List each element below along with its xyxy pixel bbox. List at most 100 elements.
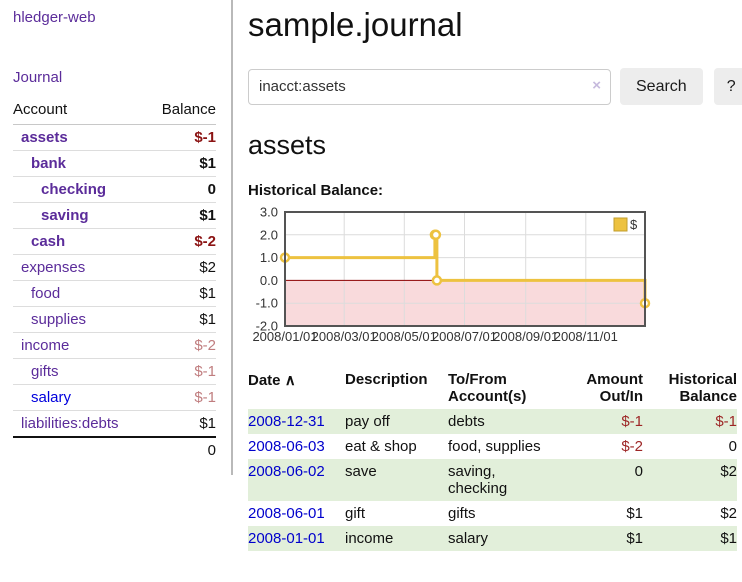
account-link[interactable]: saving	[41, 207, 89, 224]
account-name-cell: gifts	[13, 358, 148, 385]
svg-text:2.0: 2.0	[260, 227, 278, 242]
register-date-cell: 2008-06-03	[248, 434, 345, 459]
accounts-total-value: 0	[147, 436, 216, 463]
register-row: 2008-12-31 pay off debts $-1 $-1	[248, 409, 737, 434]
account-balance-cell: $2	[147, 254, 216, 281]
account-balance-cell: $-2	[147, 228, 216, 255]
register-row: 2008-06-03 eat & shop food, supplies $-2 0	[248, 434, 737, 459]
account-link[interactable]: income	[21, 337, 70, 354]
main-content: sample.journal × Search ? assets Histori…	[233, 0, 742, 551]
app-title-link[interactable]: hledger-web	[13, 9, 96, 26]
account-link[interactable]: gifts	[31, 363, 59, 380]
register-balance-cell: $1	[653, 526, 737, 551]
account-link[interactable]: supplies	[31, 311, 87, 328]
register-description-cell: pay off	[345, 409, 448, 434]
account-balance-cell: $-2	[147, 332, 216, 359]
register-date-link[interactable]: 2008-12-31	[248, 413, 325, 430]
sidebar: hledger-web Journal Account Balance asse…	[0, 0, 233, 475]
account-row: income $-2	[13, 332, 216, 359]
account-name-cell: assets	[13, 124, 148, 151]
accounts-header-balance: Balance	[147, 99, 216, 125]
register-header-accounts: To/From Account(s)	[448, 371, 527, 405]
register-date-cell: 2008-01-01	[248, 526, 345, 551]
search-box: ×	[248, 68, 611, 105]
register-header-description: Description	[345, 371, 428, 388]
account-name-cell: bank	[13, 150, 148, 177]
register-date-link[interactable]: 2008-06-01	[248, 505, 325, 522]
page-title: sample.journal	[248, 6, 463, 43]
search-button[interactable]: Search	[620, 68, 703, 105]
register-row: 2008-06-01 gift gifts $1 $2	[248, 501, 737, 526]
register-amount-cell: $1	[578, 526, 653, 551]
register-table: Date ∧ Description To/From Account(s) Am…	[248, 369, 737, 551]
svg-text:0.0: 0.0	[260, 273, 278, 288]
svg-text:2008/11/01: 2008/11/01	[554, 329, 618, 344]
register-amount-cell: 0	[578, 459, 653, 501]
clear-search-icon[interactable]: ×	[592, 76, 601, 94]
accounts-header-row: Account Balance	[13, 99, 216, 125]
account-balance-cell: $-1	[147, 358, 216, 385]
svg-text:2008/05/01: 2008/05/01	[372, 329, 437, 344]
sidebar-item-journal[interactable]: Journal	[13, 69, 63, 86]
svg-text:2008/07/01: 2008/07/01	[432, 329, 497, 344]
help-button[interactable]: ?	[713, 68, 742, 105]
account-row: checking 0	[13, 176, 216, 203]
account-name-cell: supplies	[13, 306, 148, 333]
register-date-link[interactable]: 2008-06-03	[248, 438, 325, 455]
account-link[interactable]: checking	[41, 181, 107, 198]
register-date-link[interactable]: 2008-06-02	[248, 463, 325, 480]
register-header-date-label: Date	[248, 372, 281, 389]
chart-canvas[interactable]: 3.0 2.0 1.0 0.0 -1.0 -2.02008/01/012008/03/01…	[248, 205, 658, 348]
register-header-balance: Historical Balance	[668, 371, 737, 405]
register-description-cell: income	[345, 526, 448, 551]
account-row: gifts $-1	[13, 358, 216, 385]
account-balance-cell: $1	[147, 306, 216, 333]
account-link[interactable]: expenses	[21, 259, 86, 276]
svg-text:1.0: 1.0	[260, 250, 278, 265]
account-row: cash $-2	[13, 228, 216, 255]
register-row: 2008-06-02 save saving, checking 0 $2	[248, 459, 737, 501]
register-date-cell: 2008-06-02	[248, 459, 345, 501]
account-row: saving $1	[13, 202, 216, 229]
account-link[interactable]: assets	[21, 129, 68, 146]
register-balance-cell: 0	[728, 438, 737, 455]
historical-balance-chart[interactable]: 3.0 2.0 1.0 0.0 -1.0 -2.0 2008/01/01 2008/03/01…	[248, 205, 742, 353]
svg-text:2008/01/01: 2008/01/01	[252, 329, 317, 344]
account-name-cell: expenses	[13, 254, 148, 281]
register-balance-cell: $2	[720, 505, 737, 522]
account-name-cell: saving	[13, 202, 148, 229]
chart-title: Historical Balance:	[248, 182, 384, 199]
account-name-cell: checking	[13, 176, 148, 203]
account-row: salary $-1	[13, 384, 216, 411]
register-row: 2008-01-01 income salary $1 $1	[248, 526, 737, 551]
svg-text:$: $	[630, 217, 638, 232]
search-input[interactable]	[248, 68, 611, 105]
account-link[interactable]: bank	[31, 155, 67, 172]
register-description-cell: save	[345, 459, 448, 501]
account-balance-cell: 0	[147, 176, 216, 203]
register-balance-cell: $2	[653, 459, 737, 501]
svg-text:3.0: 3.0	[260, 205, 278, 220]
account-balance-cell: $1	[147, 150, 216, 177]
account-link[interactable]: liabilities:debts	[21, 415, 119, 432]
svg-text:2008/09/01: 2008/09/01	[493, 329, 558, 344]
register-description-cell: eat & shop	[345, 438, 417, 455]
account-row: food $1	[13, 280, 216, 307]
account-heading: assets	[248, 130, 327, 160]
svg-text:-1.0: -1.0	[256, 296, 278, 311]
accounts-table: Account Balance assets $-1 bank $1 checking 0…	[13, 99, 216, 463]
account-name-cell: food	[13, 280, 148, 307]
accounts-total-row: 0	[13, 436, 216, 463]
account-link[interactable]: salary	[31, 389, 72, 406]
svg-text:2008/03/01: 2008/03/01	[312, 329, 377, 344]
account-link[interactable]: cash	[31, 233, 66, 250]
register-accounts-cell: salary	[448, 526, 578, 551]
register-description-cell: gift	[345, 505, 366, 522]
register-date-cell: 2008-12-31	[248, 409, 345, 434]
account-link[interactable]: food	[31, 285, 61, 302]
register-date-link[interactable]: 2008-01-01	[248, 530, 325, 547]
register-accounts-cell: food, supplies	[448, 438, 541, 455]
account-row: expenses $2	[13, 254, 216, 281]
register-header-date[interactable]: Date ∧	[248, 369, 345, 409]
